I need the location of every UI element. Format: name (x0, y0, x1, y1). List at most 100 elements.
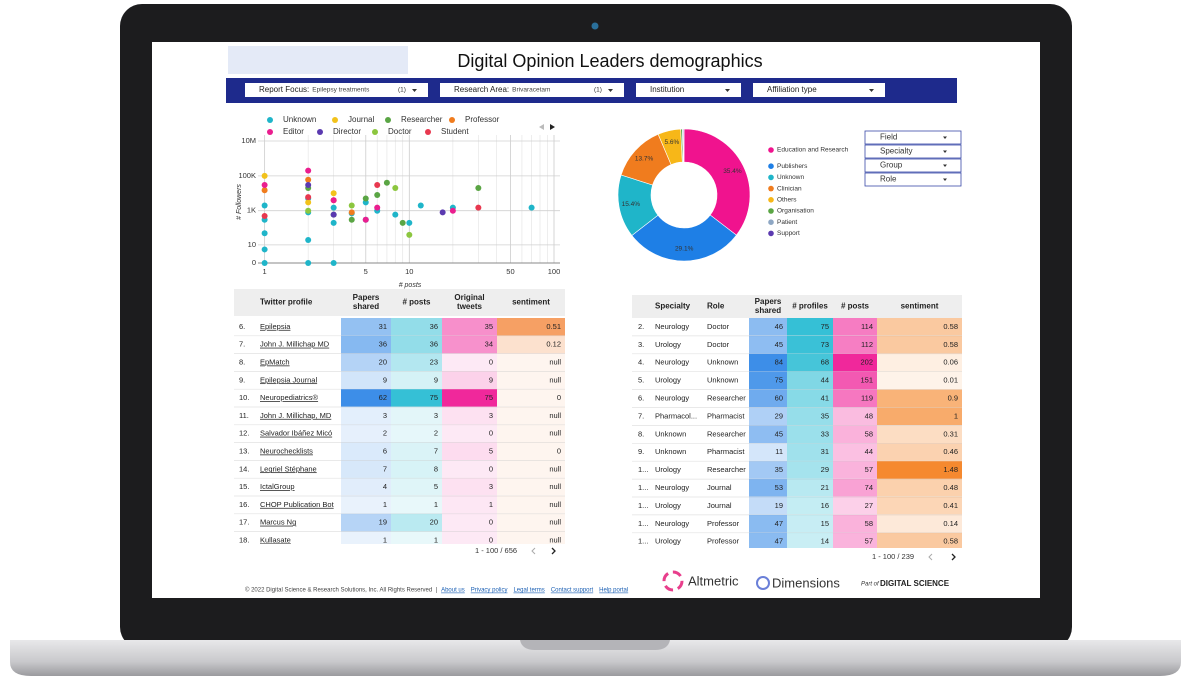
table-cell: 75 (821, 322, 829, 331)
heat-cell (341, 513, 391, 532)
camera (591, 22, 599, 30)
filter-box[interactable] (753, 83, 885, 97)
table-cell: 0.51 (546, 322, 561, 331)
table-cell[interactable]: Neurochecklists (260, 446, 313, 455)
legend-swatch (768, 185, 774, 192)
heat-cell (833, 389, 877, 408)
scatter-point (305, 236, 312, 243)
table-cell: 3 (383, 411, 387, 420)
heat-cell (442, 407, 497, 425)
scatter-point (528, 204, 535, 211)
page-prev[interactable] (531, 547, 536, 555)
side-filter-label[interactable]: Field (880, 133, 897, 142)
heat-cell (833, 532, 877, 548)
scatter-point (399, 219, 406, 226)
legend-swatch (267, 117, 273, 123)
heat-cell (877, 479, 962, 497)
table-cell: 0 (489, 464, 493, 473)
side-filter-label[interactable]: Group (880, 161, 903, 170)
scatter-point (348, 209, 355, 216)
heat-cell (391, 460, 442, 479)
heat-cell (497, 460, 565, 479)
table-cell: 9 (434, 375, 438, 384)
heat-cell (497, 407, 565, 425)
table-cell[interactable]: Epilepsia (260, 322, 291, 331)
page-next[interactable] (951, 553, 956, 561)
side-filter-label[interactable]: Role (880, 175, 897, 184)
heat-cell (787, 335, 833, 354)
side-filter[interactable] (864, 130, 962, 145)
table-cell: 202 (860, 358, 873, 367)
table-cell: 60 (775, 394, 783, 403)
table-cell: 3 (489, 482, 493, 491)
heat-cell (787, 425, 833, 444)
table-cell[interactable]: John J. Millichap, MD (260, 411, 332, 420)
heat-cell (497, 496, 565, 514)
filter-label: Report Focus: (259, 85, 309, 94)
footer-link[interactable]: Contact support (551, 588, 594, 594)
footer-link[interactable]: Legal terms (513, 588, 544, 594)
footer-link[interactable]: Privacy policy (471, 588, 508, 594)
table-cell: Doctor (707, 322, 730, 331)
legend-swatch (372, 129, 378, 135)
table-cell[interactable]: Marcus Ng (260, 518, 296, 527)
filter-box[interactable] (440, 83, 624, 97)
table-cell[interactable]: Neuropediatrics® (260, 393, 319, 402)
y-axis-label: # Followers (236, 184, 243, 220)
filter-box[interactable] (245, 83, 428, 97)
filter-box[interactable] (636, 83, 741, 97)
filter-dropdown[interactable]: Report Focus: Epilepsy treatments (1) (245, 83, 428, 97)
table-cell: Neurology (655, 519, 689, 528)
legend-next[interactable] (550, 124, 555, 130)
copyright: © 2022 Digital Science & Research Soluti… (245, 587, 438, 594)
filter-dropdown[interactable]: Affiliation type (753, 83, 885, 97)
table-cell: 16 (821, 501, 829, 510)
scatter-point (330, 260, 337, 266)
table-cell[interactable]: Legriel Stéphane (260, 464, 317, 473)
table-cell: 8. (638, 429, 644, 438)
footer-link[interactable]: About us (441, 588, 465, 594)
side-filter[interactable] (864, 158, 962, 173)
footer-link[interactable]: Help portal (599, 588, 628, 594)
scatter-point (417, 202, 424, 209)
table-cell[interactable]: CHOP Publication Bot (260, 500, 335, 509)
heat-cell (833, 514, 877, 533)
filter-dropdown[interactable]: Research Area: Brivaracetam (1) (440, 83, 624, 97)
heat-cell (749, 532, 787, 548)
table-cell[interactable]: IctalGroup (260, 482, 295, 491)
table-cell[interactable]: Salvador Ibáñez Micó (260, 429, 332, 438)
side-filter[interactable] (864, 172, 962, 187)
table-cell: Neurology (655, 394, 689, 403)
heat-cell (787, 371, 833, 390)
table-cell: 3. (638, 340, 644, 349)
table-cell[interactable]: Kullasate (260, 535, 291, 544)
heat-cell (442, 442, 497, 461)
table-cell[interactable]: Epilepsia Journal (260, 375, 317, 384)
side-filter-label[interactable]: Specialty (880, 147, 912, 156)
page-next[interactable] (551, 547, 556, 555)
filter-dropdown[interactable]: Institution (636, 83, 741, 97)
x-tick-label: 100 (548, 267, 561, 276)
column-header: # posts (402, 298, 431, 307)
table-cell: 119 (861, 394, 873, 403)
table-cell: 45 (775, 340, 783, 349)
table-header (632, 295, 962, 318)
legend-prev[interactable] (539, 124, 544, 130)
table-cell: 75 (775, 376, 783, 385)
table-cell: 1... (638, 519, 648, 528)
heat-cell (391, 371, 442, 390)
table-cell[interactable]: EpMatch (260, 357, 290, 366)
side-filter[interactable] (864, 144, 962, 159)
table-cell: 0.58 (943, 537, 958, 546)
legend-swatch (425, 129, 431, 135)
table-cell: Professor (707, 519, 740, 528)
page-prev[interactable] (928, 553, 933, 561)
table-cell[interactable]: John J. Millichap MD (260, 340, 330, 349)
heat-cell (442, 353, 497, 372)
heat-cell (497, 318, 565, 336)
legend-swatch (768, 147, 774, 153)
heat-cell (877, 389, 962, 408)
heat-cell (442, 478, 497, 496)
table-cell: 5 (489, 446, 493, 455)
